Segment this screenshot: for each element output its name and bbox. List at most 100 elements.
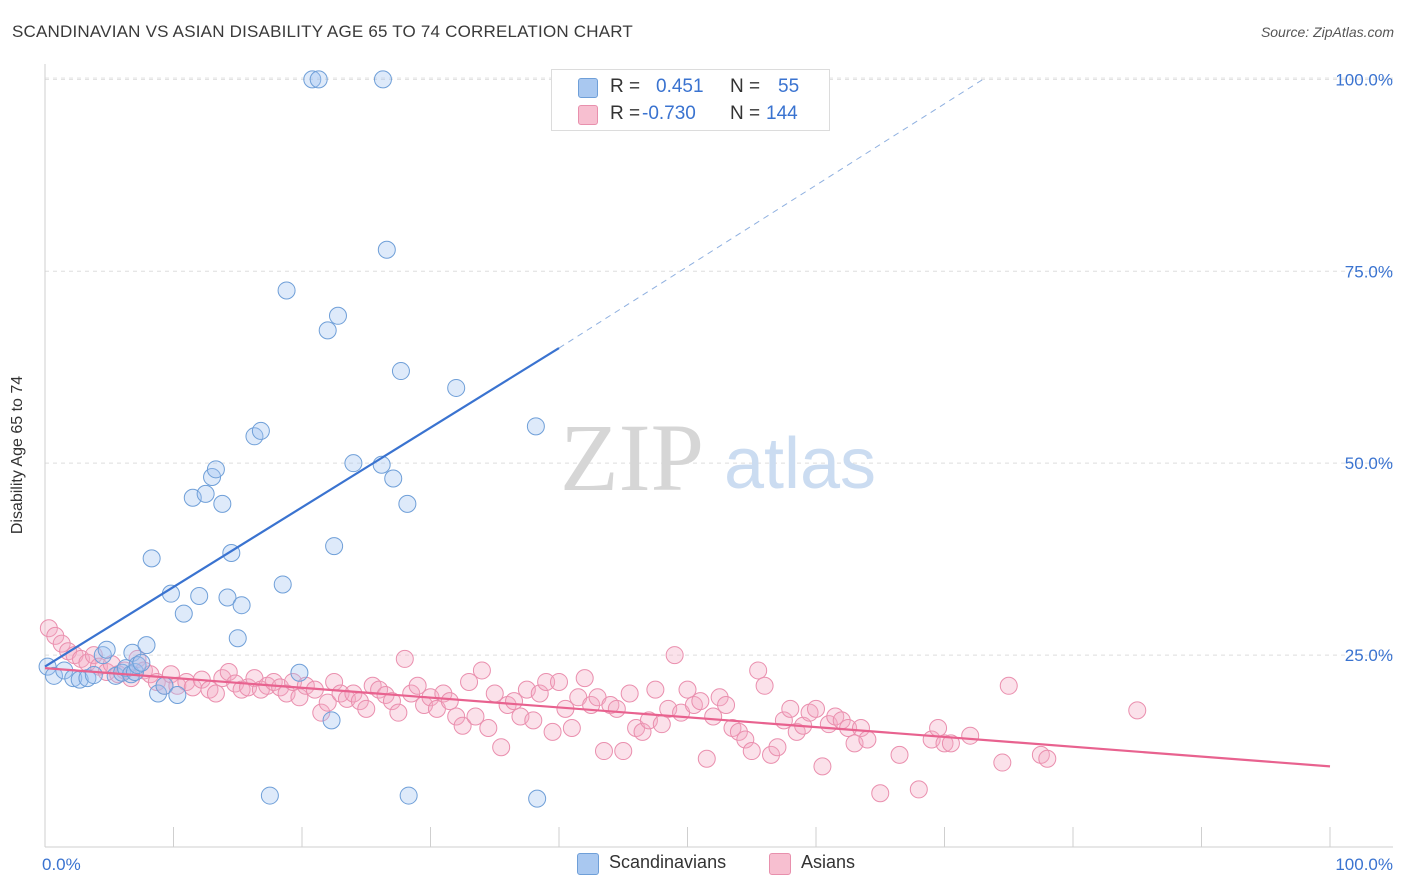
y-tick-label: 50.0% [1345,454,1393,473]
asian-point [807,699,825,718]
asian-point [697,749,716,768]
y-tick-label: 25.0% [1345,646,1393,665]
asian-point [736,730,755,749]
scandinavians-trend-line [44,347,560,668]
grid-lines [45,77,1393,656]
scandinavian-point [377,240,396,259]
asian-point [749,661,768,680]
scandinavian-point [142,549,161,568]
asian-point [206,684,225,703]
asian-point [318,693,337,712]
asian-point [382,692,401,711]
asian-point [389,703,408,722]
asian-point [530,684,549,703]
scandinavian-point [384,469,403,488]
y-tick-label: 75.0% [1345,262,1393,281]
legend-label-asians: Asians [801,852,856,872]
asian-point [678,680,697,699]
asian-point [813,757,832,776]
scandinavian-point [290,663,309,682]
asian-point [543,722,562,741]
scandinavian-point [391,362,410,381]
asian-point [993,753,1012,772]
asian-point [524,711,543,730]
asian-point [961,726,980,745]
watermark-atlas: atlas [724,424,876,504]
asian-point [46,626,65,645]
legend-n-value: 55 [778,76,800,97]
legend-swatch-scandinavians [577,853,599,875]
asian-point [1038,749,1057,768]
asian-point [762,745,781,764]
asian-point [408,676,427,695]
scandinavian-point [84,666,103,685]
asian-point [447,707,466,726]
asian-point [39,619,58,638]
asian-point [395,649,414,668]
legend-swatch-asians [578,105,598,125]
scandinavian-point [399,786,418,805]
asian-point [710,688,729,707]
legend-n-label: N = [730,103,761,124]
legend-swatch-asians [769,853,791,875]
trend-lines [44,78,1331,768]
asian-point [466,707,485,726]
asian-point [646,680,665,699]
legend-label-scandinavians: Scandinavians [609,852,727,872]
scandinavian-point [325,537,344,556]
legend-r-label: R = [610,103,641,124]
asian-point [607,699,626,718]
legend-r-label: R = [610,76,641,97]
x-tick-label-end: 100.0% [1335,855,1393,874]
asian-point [742,742,761,761]
asian-point [704,707,723,726]
asians-points [39,619,1147,803]
asian-point [562,719,581,738]
watermark-zip: ZIP [560,404,704,511]
scandinavian-point [190,586,209,605]
source-label: Source: ZipAtlas.com [1260,24,1394,40]
asian-point [858,730,877,749]
legend-r-value: 0.451 [656,76,704,97]
scandinavian-point [344,454,363,473]
asian-point [729,722,748,741]
scandinavian-point [398,494,417,513]
asian-point [755,676,774,695]
scandinavians-trend-extension [558,78,984,349]
asian-point [550,672,568,691]
asian-point [492,738,511,757]
asian-point [999,676,1018,695]
legend-swatch-scandinavians [578,78,598,98]
correlation-legend: R = 0.451 N = 55 R = -0.730 N = 144 [551,69,830,131]
asian-point [871,784,890,803]
asian-point [851,719,870,738]
scandinavian-point [318,321,337,340]
scandinavian-point [277,281,296,300]
asian-point [781,699,800,718]
scandinavian-point [303,70,322,89]
legend-n-value: 144 [766,103,798,124]
scandinavian-point [168,686,187,705]
y-tick-label: 100.0% [1335,70,1393,89]
asian-point [472,661,491,680]
asian-point [440,692,459,711]
asian-point [296,676,315,695]
tick-labels: 25.0% 50.0% 75.0% 100.0% 0.0% 100.0% [42,70,1393,874]
scandinavian-point [447,378,466,397]
scandinavian-point [137,636,156,655]
asian-point [357,699,376,718]
x-tick-label-start: 0.0% [42,855,81,874]
asian-point [935,734,954,753]
scandinavian-point [528,789,547,808]
axes [44,64,1393,848]
scandinavian-point [44,666,63,685]
series-legend: Scandinavians Asians [0,852,1406,878]
asian-point [890,745,909,764]
asian-point [219,662,238,681]
legend-n-label: N = [730,76,761,97]
asian-point [402,684,421,703]
scandinavian-point [251,421,270,440]
scandinavian-point [232,596,251,615]
asian-point [479,719,498,738]
asian-point [691,692,710,711]
